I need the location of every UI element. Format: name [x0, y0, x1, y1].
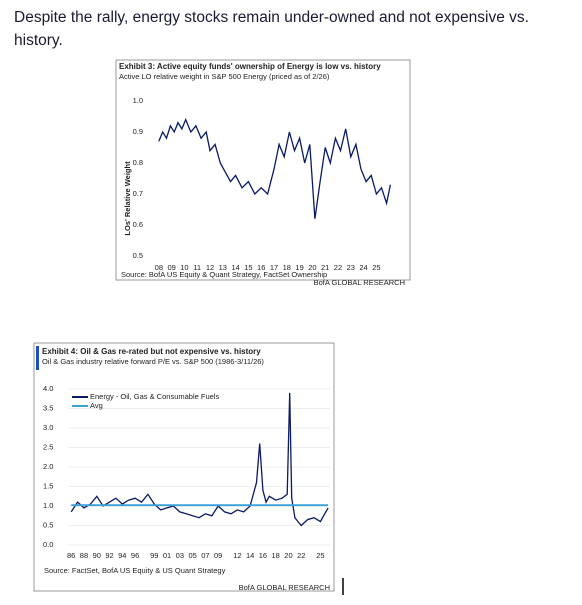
x-tick-label: 18	[272, 551, 280, 560]
x-tick-label: 23	[347, 263, 355, 272]
y-tick-label: 0.9	[133, 127, 143, 136]
legend-label: Avg	[90, 401, 103, 410]
x-tick-label: 22	[334, 263, 342, 272]
x-tick-label: 20	[284, 551, 292, 560]
x-tick-label: 15	[244, 263, 252, 272]
x-tick-label: 94	[118, 551, 126, 560]
y-tick-label: 2.0	[43, 462, 53, 471]
x-tick-label: 86	[67, 551, 75, 560]
x-tick-label: 20	[308, 263, 316, 272]
chart-title: Exhibit 3: Active equity funds' ownershi…	[119, 62, 381, 71]
legend-label: Energy - Oil, Gas & Consumable Fuels	[90, 392, 219, 401]
y-tick-label: 0.5	[133, 251, 143, 260]
x-tick-label: 01	[163, 551, 171, 560]
x-tick-label: 92	[105, 551, 113, 560]
y-axis-label: LOs' Relative Weight	[123, 161, 132, 236]
source: Source: BofA US Equity & Quant Strategy,…	[121, 270, 327, 279]
accent	[36, 346, 39, 370]
x-tick-label: 16	[257, 263, 265, 272]
frame	[33, 342, 335, 592]
chart-subtitle: Active LO relative weight in S&P 500 Ene…	[119, 72, 330, 81]
x-tick-label: 03	[176, 551, 184, 560]
y-tick-label: 0.8	[133, 158, 143, 167]
y-tick-label: 0.6	[133, 220, 143, 229]
x-tick-label: 17	[270, 263, 278, 272]
y-tick-label: 0.7	[133, 189, 143, 198]
x-tick-label: 09	[167, 263, 175, 272]
y-tick-label: 1.0	[133, 96, 143, 105]
x-tick-label: 16	[259, 551, 267, 560]
series-line	[158, 117, 392, 219]
x-tick-label: 99	[150, 551, 158, 560]
x-tick-label: 11	[193, 263, 201, 272]
x-tick-label: 07	[201, 551, 209, 560]
x-tick-label: 14	[246, 551, 254, 560]
x-tick-label: 05	[188, 551, 196, 560]
x-tick-label: 90	[93, 551, 101, 560]
x-tick-label: 08	[155, 263, 163, 272]
chart-title: Exhibit 4: Oil & Gas re-rated but not ex…	[42, 347, 261, 356]
y-tick-label: 2.5	[43, 442, 53, 451]
y-tick-label: 0.0	[43, 540, 53, 549]
y-tick-label: 0.5	[43, 520, 53, 529]
x-tick-label: 88	[80, 551, 88, 560]
x-tick-label: 12	[233, 551, 241, 560]
x-tick-label: 21	[321, 263, 329, 272]
x-tick-label: 25	[316, 551, 324, 560]
x-tick-label: 19	[295, 263, 303, 272]
y-tick-label: 4.0	[43, 384, 53, 393]
y-tick-label: 1.0	[43, 501, 53, 510]
y-tick-label: 3.5	[43, 403, 53, 412]
y-tick-label: 3.0	[43, 423, 53, 432]
x-tick-label: 13	[219, 263, 227, 272]
y-tick-label: 1.5	[43, 481, 53, 490]
x-tick-label: 14	[231, 263, 239, 272]
x-tick-label: 12	[206, 263, 214, 272]
frame	[115, 59, 411, 281]
x-tick-label: 18	[283, 263, 291, 272]
heading: Despite the rally, energy stocks remain …	[14, 9, 529, 49]
credit: BofA GLOBAL RESEARCH	[314, 278, 405, 287]
x-tick-label: 22	[297, 551, 305, 560]
source: Source: FactSet, BofA US Equity & US Qua…	[44, 566, 226, 575]
x-tick-label: 10	[180, 263, 188, 272]
x-tick-label: 24	[359, 263, 367, 272]
x-tick-label: 09	[214, 551, 222, 560]
chart-subtitle: Oil & Gas industry relative forward P/E …	[42, 357, 264, 366]
credit: BofA GLOBAL RESEARCH	[239, 583, 330, 592]
x-tick-label: 25	[372, 263, 380, 272]
x-tick-label: 96	[131, 551, 139, 560]
